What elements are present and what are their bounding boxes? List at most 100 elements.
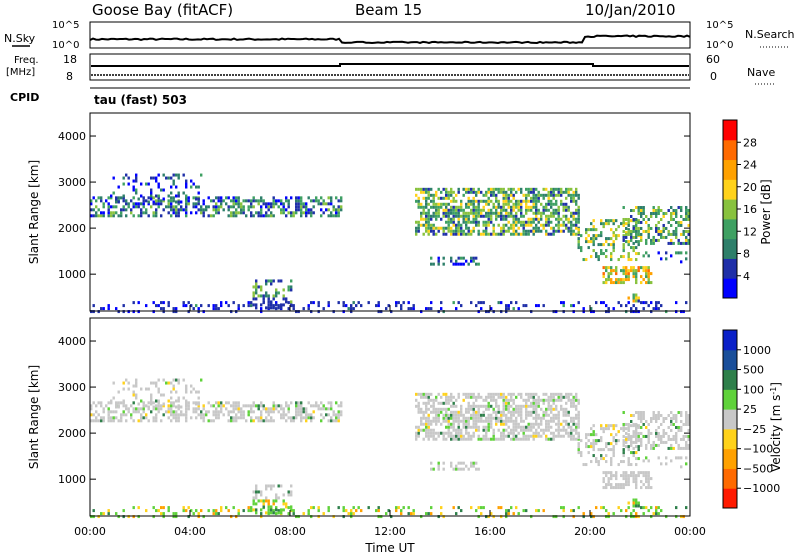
- velocity-cell: [630, 463, 633, 467]
- power-cell: [430, 301, 433, 305]
- velocity-cell: [685, 456, 688, 460]
- velocity-cell: [122, 401, 125, 405]
- power-cell: [225, 196, 228, 200]
- power-cell: [162, 208, 165, 212]
- power-cell: [477, 187, 480, 191]
- velocity-cell: [200, 416, 203, 420]
- power-cell: [97, 196, 100, 200]
- power-cell: [310, 199, 313, 203]
- power-cell: [630, 307, 633, 311]
- power-cell: [657, 251, 660, 255]
- velocity-cell: [525, 404, 528, 408]
- power-cell: [262, 199, 265, 203]
- power-cell: [222, 208, 225, 212]
- velocity-cell: [510, 404, 513, 408]
- velocity-cell: [625, 515, 628, 519]
- power-cell: [620, 281, 623, 285]
- power-cell: [270, 211, 273, 215]
- velocity-cell: [160, 404, 163, 408]
- velocity-cell: [642, 422, 645, 426]
- velocity-cell: [280, 484, 283, 488]
- velocity-cell: [95, 404, 98, 408]
- power-cell: [202, 202, 205, 206]
- velocity-cell: [600, 454, 603, 458]
- power-cell: [670, 223, 673, 227]
- velocity-cell: [490, 437, 493, 441]
- velocity-cell: [277, 484, 280, 488]
- velocity-cell: [642, 434, 645, 438]
- velocity-cell: [490, 512, 493, 516]
- power-cell: [672, 217, 675, 221]
- power-cell: [267, 303, 270, 307]
- power-cell: [247, 199, 250, 203]
- velocity-cell: [270, 416, 273, 420]
- velocity-cell: [572, 434, 575, 438]
- power-cell: [627, 258, 630, 262]
- velocity-cell: [545, 428, 548, 432]
- power-cell: [190, 304, 193, 308]
- velocity-cell: [425, 404, 428, 408]
- power-cell: [560, 202, 563, 206]
- velocity-cell: [602, 471, 605, 475]
- power-cell: [495, 199, 498, 203]
- power-cell: [522, 229, 525, 233]
- velocity-cell: [450, 464, 453, 468]
- velocity-cell: [447, 398, 450, 402]
- velocity-cell: [565, 410, 568, 414]
- velocity-cell: [567, 434, 570, 438]
- power-cell: [475, 199, 478, 203]
- velocity-cell: [570, 401, 573, 405]
- power-cell: [552, 202, 555, 206]
- power-cell: [687, 223, 690, 227]
- velocity-cell: [107, 413, 110, 417]
- power-cell: [285, 199, 288, 203]
- velocity-cell: [117, 401, 120, 405]
- velocity-cell: [430, 404, 433, 408]
- velocity-cell: [432, 407, 435, 411]
- velocity-cell: [255, 493, 258, 497]
- velocity-cell: [197, 396, 200, 400]
- colorbar-segment: [723, 428, 737, 450]
- velocity-cell: [635, 437, 638, 441]
- velocity-cell: [467, 416, 470, 420]
- power-cell: [342, 301, 345, 305]
- velocity-cell: [645, 434, 648, 438]
- velocity-cell: [472, 416, 475, 420]
- power-cell: [220, 199, 223, 203]
- colorbar-tick-label: −1000: [743, 482, 780, 495]
- power-cell: [185, 194, 188, 198]
- power-cell: [470, 259, 473, 263]
- velocity-cell: [512, 422, 515, 426]
- velocity-cell: [422, 428, 425, 432]
- velocity-cell: [557, 419, 560, 423]
- power-cell: [455, 232, 458, 236]
- power-cell: [517, 220, 520, 224]
- velocity-cell: [467, 434, 470, 438]
- velocity-cell: [460, 428, 463, 432]
- velocity-cell: [270, 511, 273, 515]
- power-cell: [495, 196, 498, 200]
- velocity-cell: [315, 401, 318, 405]
- power-cell: [565, 202, 568, 206]
- velocity-cell: [462, 467, 465, 471]
- power-cell: [295, 202, 298, 206]
- power-cell: [445, 196, 448, 200]
- velocity-cell: [185, 402, 188, 406]
- power-cell: [220, 202, 223, 206]
- power-cell: [240, 211, 243, 215]
- velocity-cell: [202, 413, 205, 417]
- velocity-cell: [502, 395, 505, 399]
- power-cell: [330, 199, 333, 203]
- power-cell: [505, 211, 508, 215]
- velocity-cell: [525, 392, 528, 396]
- velocity-cell: [452, 404, 455, 408]
- power-cell: [515, 214, 518, 218]
- power-cell: [497, 205, 500, 209]
- power-cell: [332, 208, 335, 212]
- power-cell: [555, 310, 558, 314]
- velocity-cell: [462, 398, 465, 402]
- power-cell: [170, 176, 173, 180]
- velocity-cell: [477, 434, 480, 438]
- velocity-cell: [542, 410, 545, 414]
- velocity-cell: [625, 471, 628, 475]
